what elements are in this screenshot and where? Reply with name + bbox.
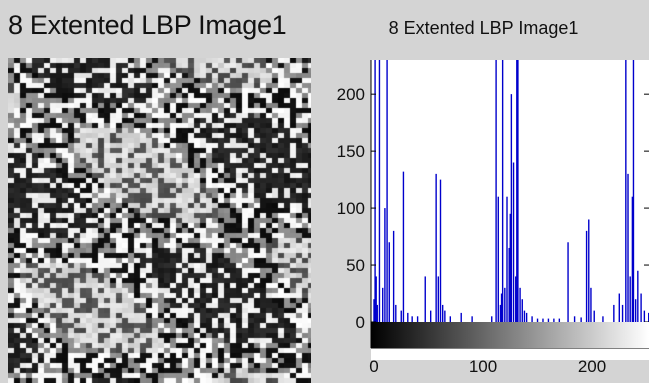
y-tick-label: 200 (337, 85, 365, 104)
y-tick-label: 0 (356, 313, 365, 332)
y-tick-label: 100 (337, 199, 365, 218)
lbp-texture-image (8, 58, 311, 383)
right-figure-panel: 8 Extented LBP Image1 0 50 100 150 200 0 100 20… (318, 0, 649, 383)
x-tick-label: 100 (469, 357, 497, 376)
y-tick-label: 150 (337, 142, 365, 161)
left-figure-panel: 8 Extented LBP Image1 (0, 0, 318, 383)
histogram-title: 8 Extented LBP Image1 (388, 18, 579, 38)
x-tick-label: 0 (369, 357, 378, 376)
histogram-chart: 0 50 100 150 200 0 100 200 (337, 60, 649, 376)
x-tick-label: 200 (578, 357, 606, 376)
axis-ticks: 0 50 100 150 200 0 100 200 (337, 85, 649, 376)
left-figure-title: 8 Extented LBP Image1 (8, 10, 287, 40)
y-tick-label: 50 (346, 256, 365, 275)
histogram-bars (373, 60, 649, 322)
grayscale-colorbar (371, 322, 649, 348)
